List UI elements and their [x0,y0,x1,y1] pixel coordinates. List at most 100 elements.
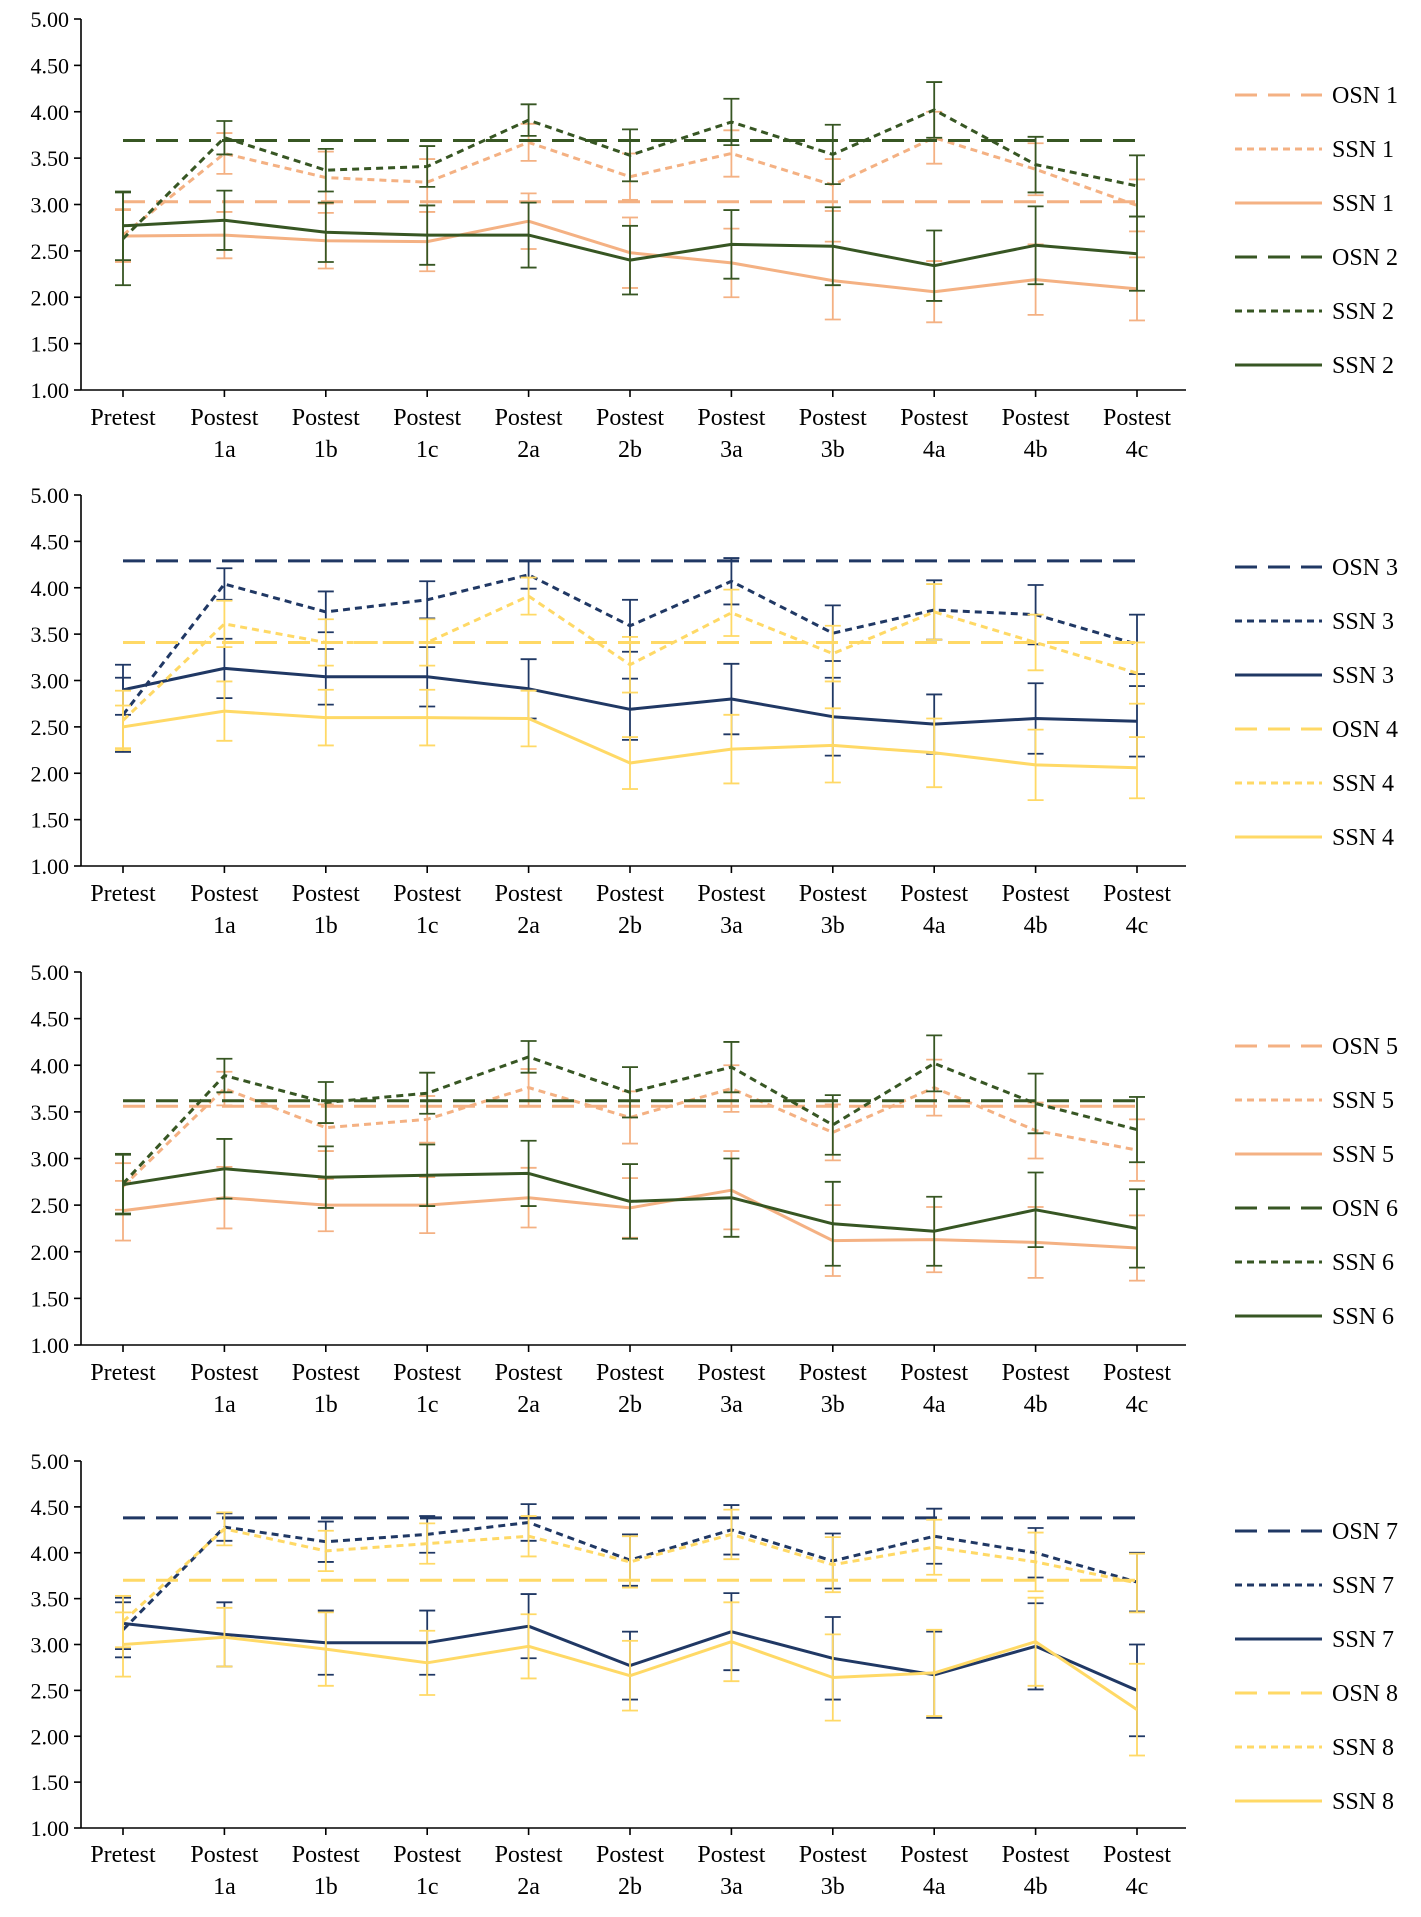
x-tick-label: 1a [213,1874,236,1900]
legend-label: OSN 1 [1332,83,1398,109]
x-tick-label: Postest [596,405,664,431]
y-tick-label: 4.00 [31,1541,70,1566]
x-tick-label: 1b [314,1392,338,1418]
y-tick-label: 4.00 [31,1053,70,1078]
x-tick-label: Postest [1002,405,1070,431]
x-tick-label: Postest [596,1360,664,1386]
y-tick-label: 2.00 [31,1724,70,1749]
x-tick-label: 1c [416,1392,439,1418]
y-tick-label: 4.50 [31,529,70,554]
legend-label: SSN 3 [1332,663,1394,689]
x-tick-label: Pretest [90,1842,156,1868]
x-tick-label: 4a [923,913,946,939]
legend-label: OSN 8 [1332,1681,1398,1707]
x-tick-label: 2a [517,437,540,463]
legend-label: SSN 6 [1332,1250,1394,1276]
x-tick-label: 2b [618,913,642,939]
legend-label: SSN 4 [1332,825,1394,851]
x-tick-label: Postest [1103,1360,1171,1386]
x-tick-label: Postest [190,405,258,431]
y-tick-label: 1.00 [31,378,70,403]
x-tick-label: Postest [190,1842,258,1868]
chart-panel-2: 1.00 1.50 2.00 2.50 3.00 3.50 4.00 4.50 5.00 Pret… [31,483,1399,939]
x-tick-label: 3a [720,1874,743,1900]
legend-label: OSN 3 [1332,555,1398,581]
x-tick-label: 2a [517,1392,540,1418]
x-tick-label: Postest [393,405,461,431]
x-tick-label: Postest [1002,1360,1070,1386]
x-tick-label: Postest [697,1842,765,1868]
legend-label: SSN 1 [1332,137,1394,163]
x-tick-label: 3a [720,437,743,463]
x-tick-label: Pretest [90,405,156,431]
x-tick-label: 3a [720,1392,743,1418]
x-tick-label: Postest [190,1360,258,1386]
y-tick-label: 3.50 [31,622,70,647]
y-tick-label: 3.50 [31,1100,70,1125]
legend-label: SSN 7 [1332,1627,1394,1653]
y-tick-label: 4.50 [31,1007,70,1032]
x-tick-label: 4c [1126,437,1149,463]
series-line [122,218,1138,268]
legend-label: OSN 4 [1332,717,1398,743]
y-tick-label: 2.50 [31,715,70,740]
x-tick-label: 4b [1024,913,1048,939]
legend-label: SSN 2 [1332,353,1394,379]
chart-panel-4: 1.00 1.50 2.00 2.50 3.00 3.50 4.00 4.50 5.00 Pret… [31,1449,1399,1900]
x-tick-label: 1b [314,437,338,463]
x-tick-label: Postest [393,1842,461,1868]
x-tick-label: Postest [697,405,765,431]
x-tick-label: 1a [213,913,236,939]
legend-label: SSN 6 [1332,1304,1394,1330]
x-tick-label: Postest [1103,881,1171,907]
series-line [121,1055,1138,1185]
legend-label: SSN 5 [1332,1142,1394,1168]
x-tick-label: 1b [314,1874,338,1900]
legend-label: OSN 5 [1332,1034,1398,1060]
y-tick-label: 5.00 [31,7,70,32]
legend-label: OSN 6 [1332,1196,1398,1222]
x-tick-label: Postest [1002,881,1070,907]
x-tick-label: 1c [416,1874,439,1900]
y-tick-label: 3.50 [31,146,70,171]
legend-label: SSN 8 [1332,1789,1394,1815]
x-tick-label: Pretest [90,881,156,907]
x-tick-label: 3b [821,1874,845,1900]
x-tick-label: Postest [393,1360,461,1386]
legend-label: SSN 3 [1332,609,1394,635]
x-tick-label: Postest [799,1360,867,1386]
y-tick-label: 4.00 [31,576,70,601]
series-line [122,666,1138,726]
x-tick-label: Postest [292,881,360,907]
x-tick-label: Postest [697,1360,765,1386]
series-line [121,594,1138,722]
y-tick-label: 1.00 [31,1333,70,1358]
x-tick-label: Postest [495,1360,563,1386]
y-tick-label: 5.00 [31,960,70,985]
legend-label: SSN 7 [1332,1573,1394,1599]
x-tick-label: Postest [697,881,765,907]
y-tick-label: 3.00 [31,193,70,218]
y-tick-label: 3.00 [31,669,70,694]
series-ssn-6-solid [115,1138,1145,1269]
legend-label: SSN 8 [1332,1735,1394,1761]
x-tick-label: Postest [495,1842,563,1868]
x-tick-label: 4c [1126,1392,1149,1418]
series-line [122,1167,1138,1233]
x-tick-label: 1b [314,913,338,939]
x-tick-label: Postest [393,881,461,907]
x-tick-label: 1c [416,913,439,939]
x-tick-label: 2a [517,913,540,939]
y-tick-label: 2.00 [31,285,70,310]
x-tick-label: Postest [799,881,867,907]
x-tick-label: 3a [720,913,743,939]
legend-label: SSN 1 [1332,191,1394,217]
x-tick-label: 4b [1024,1874,1048,1900]
x-tick-label: Postest [799,1842,867,1868]
y-tick-label: 3.00 [31,1147,70,1172]
legend-label: SSN 2 [1332,299,1394,325]
series-line [121,1527,1138,1623]
x-tick-label: 4a [923,1874,946,1900]
x-tick-label: Postest [1103,1842,1171,1868]
